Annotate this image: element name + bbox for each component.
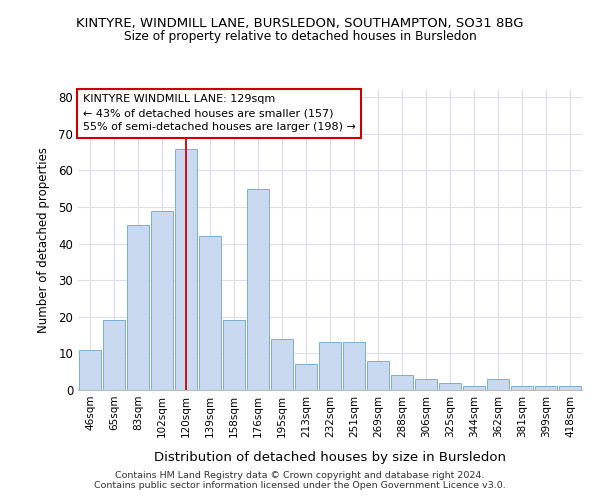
Text: Contains HM Land Registry data © Crown copyright and database right 2024.: Contains HM Land Registry data © Crown c… [115, 471, 485, 480]
Text: KINTYRE WINDMILL LANE: 129sqm
← 43% of detached houses are smaller (157)
55% of : KINTYRE WINDMILL LANE: 129sqm ← 43% of d… [83, 94, 356, 132]
Bar [295, 364, 317, 390]
Bar [439, 382, 461, 390]
Bar [127, 226, 149, 390]
Bar [151, 210, 173, 390]
Bar [247, 189, 269, 390]
Bar [367, 360, 389, 390]
Y-axis label: Number of detached properties: Number of detached properties [37, 147, 50, 333]
Text: Contains public sector information licensed under the Open Government Licence v3: Contains public sector information licen… [94, 481, 506, 490]
Bar [103, 320, 125, 390]
Bar [271, 339, 293, 390]
Bar [487, 379, 509, 390]
Bar [559, 386, 581, 390]
Bar [391, 376, 413, 390]
Bar [511, 386, 533, 390]
Bar [415, 379, 437, 390]
Bar [319, 342, 341, 390]
Text: KINTYRE, WINDMILL LANE, BURSLEDON, SOUTHAMPTON, SO31 8BG: KINTYRE, WINDMILL LANE, BURSLEDON, SOUTH… [76, 18, 524, 30]
Text: Size of property relative to detached houses in Bursledon: Size of property relative to detached ho… [124, 30, 476, 43]
Bar [223, 320, 245, 390]
Bar [535, 386, 557, 390]
Bar [175, 148, 197, 390]
Bar [79, 350, 101, 390]
Bar [199, 236, 221, 390]
Bar [343, 342, 365, 390]
Bar [463, 386, 485, 390]
X-axis label: Distribution of detached houses by size in Bursledon: Distribution of detached houses by size … [154, 451, 506, 464]
